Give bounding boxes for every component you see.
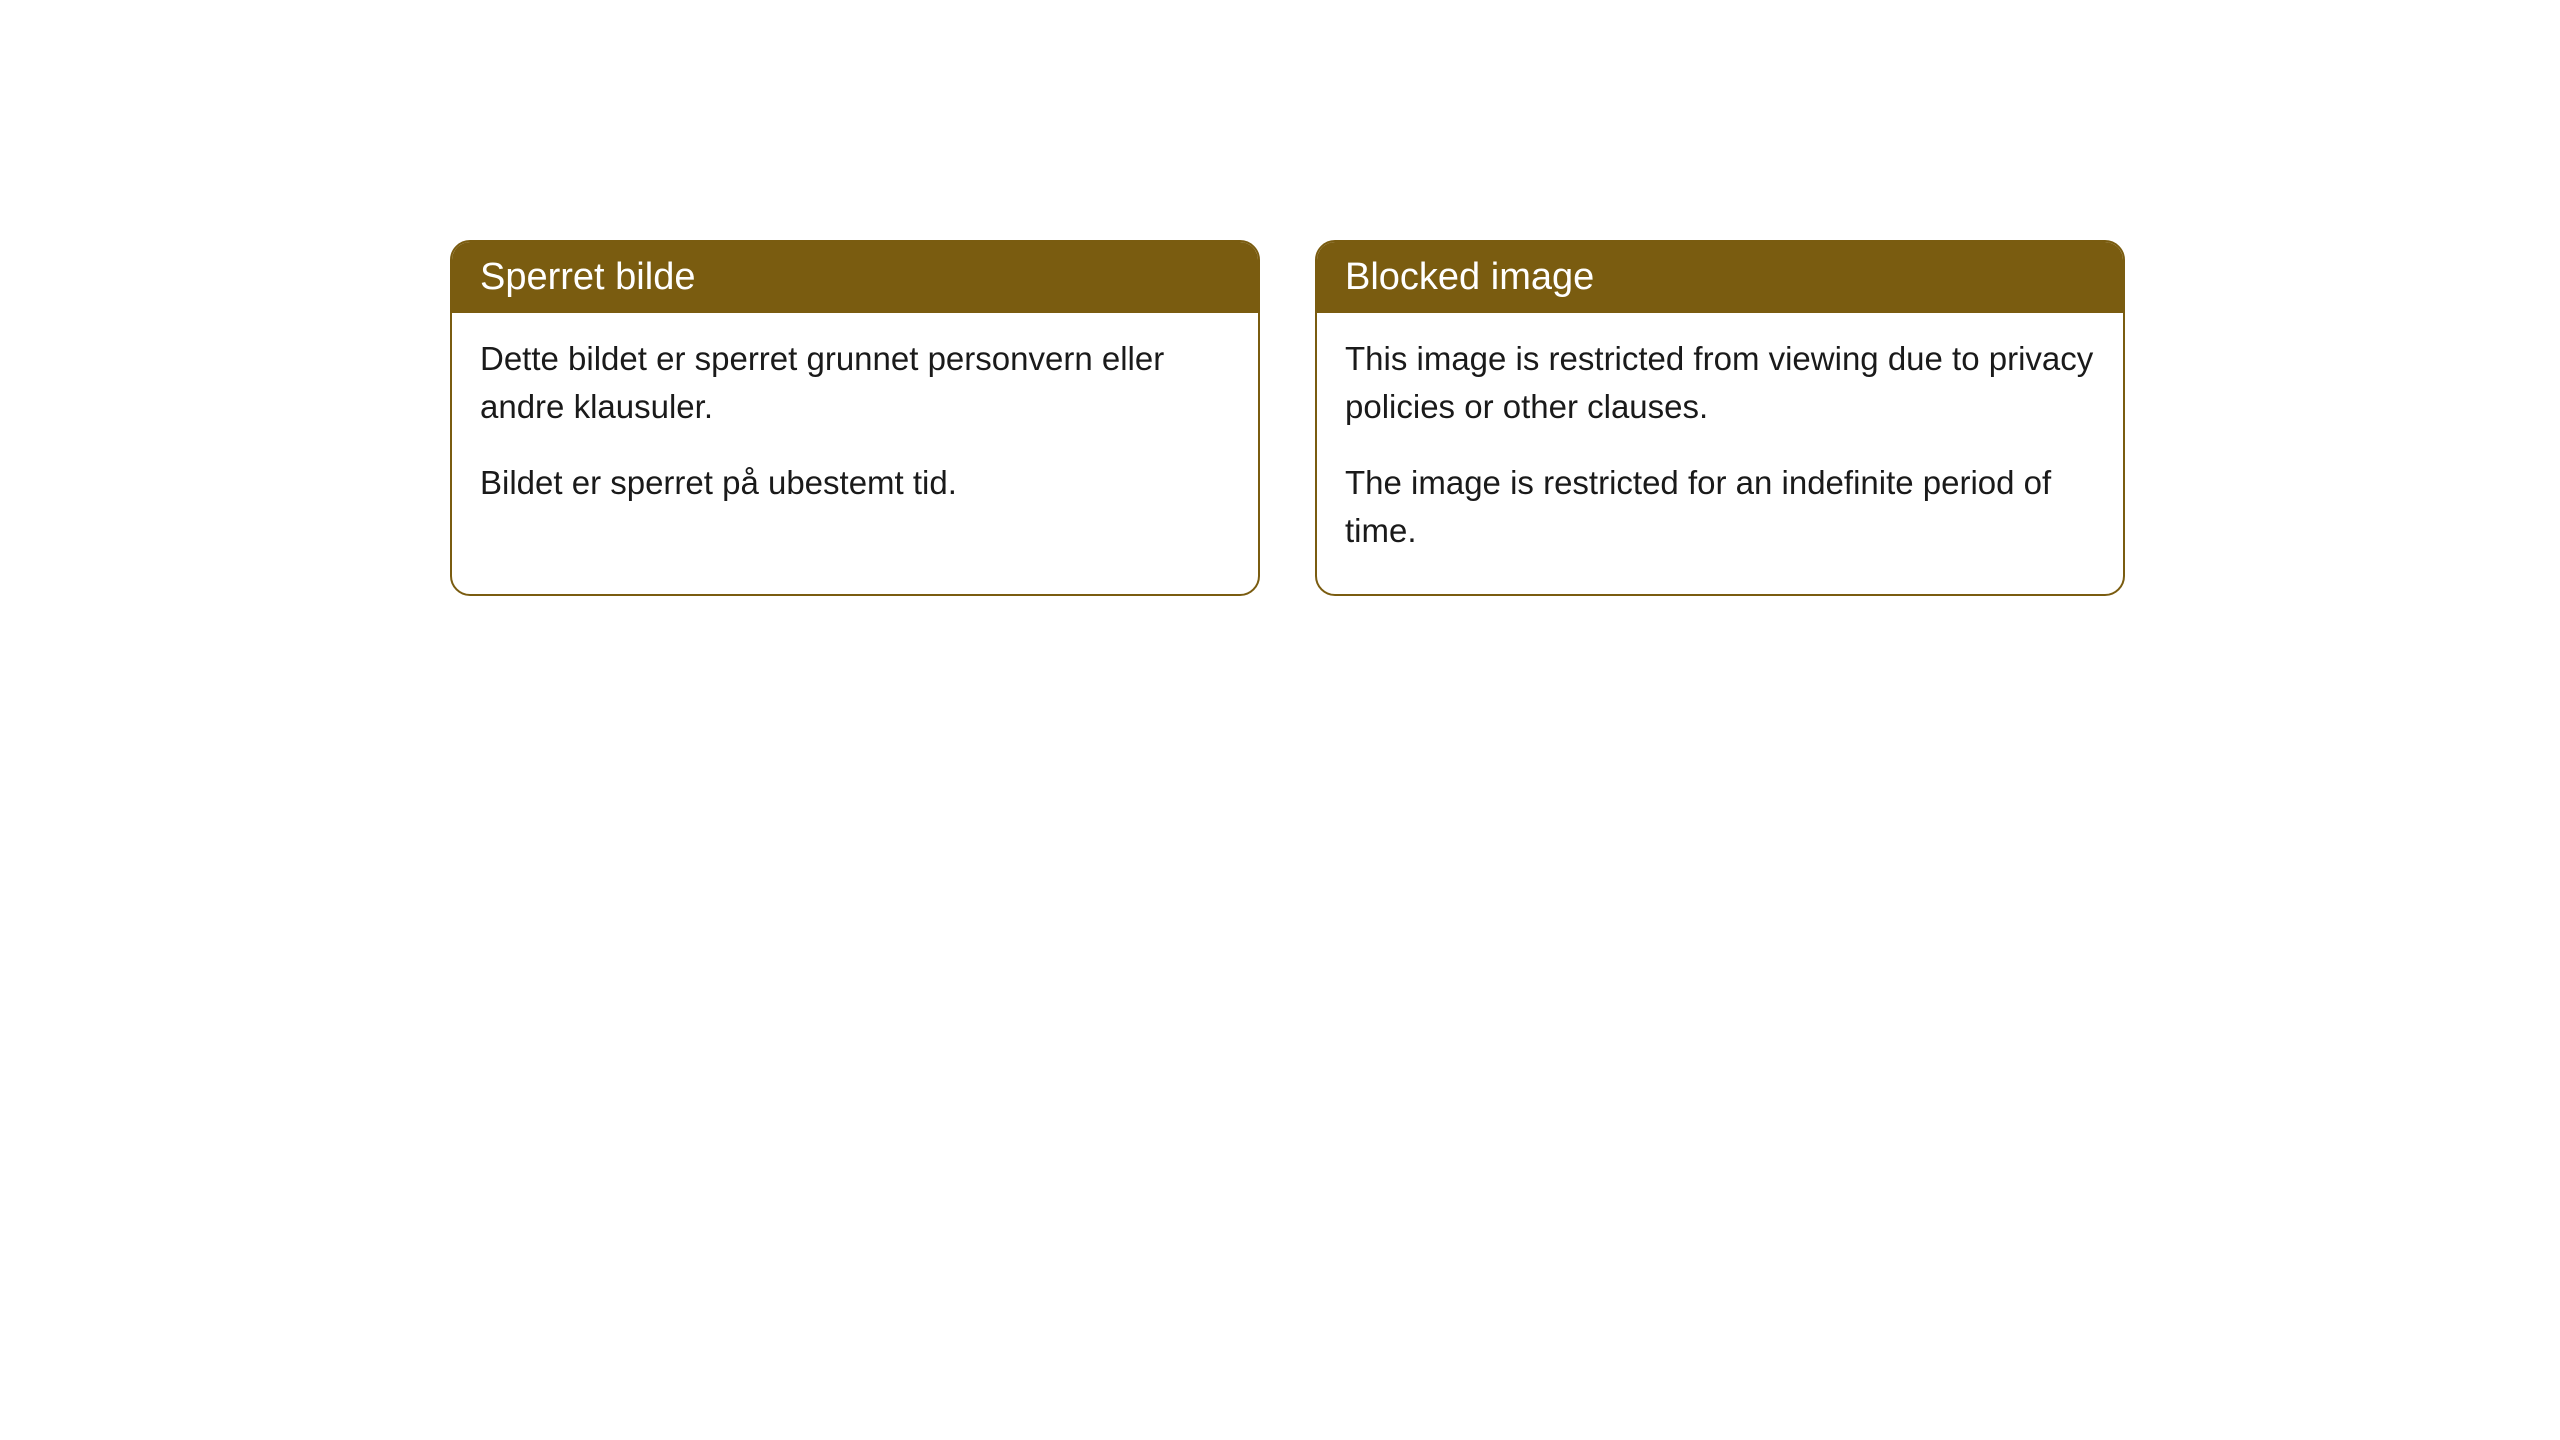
card-title: Blocked image (1345, 256, 1594, 298)
card-norwegian: Sperret bilde Dette bildet er sperret gr… (450, 240, 1260, 596)
card-title: Sperret bilde (480, 256, 695, 298)
card-english: Blocked image This image is restricted f… (1315, 240, 2125, 596)
card-body: Dette bildet er sperret grunnet personve… (452, 313, 1258, 547)
card-paragraph: The image is restricted for an indefinit… (1345, 459, 2095, 555)
card-body: This image is restricted from viewing du… (1317, 313, 2123, 594)
card-header: Blocked image (1317, 242, 2123, 313)
card-paragraph: This image is restricted from viewing du… (1345, 335, 2095, 431)
card-paragraph: Dette bildet er sperret grunnet personve… (480, 335, 1230, 431)
card-paragraph: Bildet er sperret på ubestemt tid. (480, 459, 1230, 507)
cards-container: Sperret bilde Dette bildet er sperret gr… (450, 240, 2125, 596)
card-header: Sperret bilde (452, 242, 1258, 313)
